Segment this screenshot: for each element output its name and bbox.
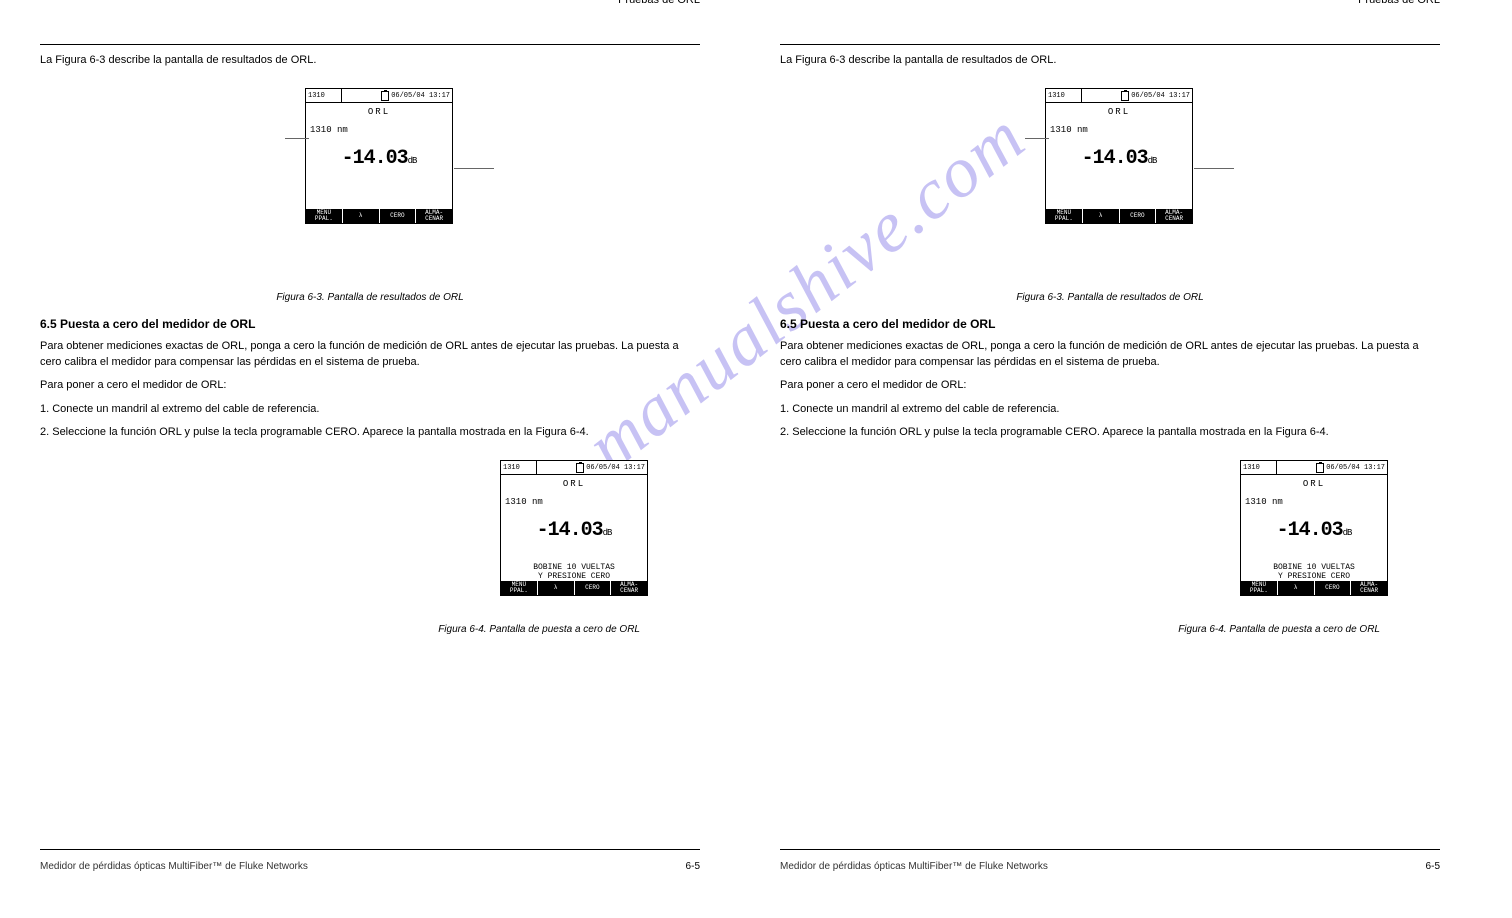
device-screen-orl: 1310 06/05/04 13:17 ORL 1310 nm -14.03dB… (1045, 88, 1193, 224)
status-bar: 06/05/04 13:17 (537, 461, 647, 474)
mode-indicator: 1310 (501, 461, 537, 474)
orl-reading: -14.03dB (306, 147, 452, 170)
battery-icon (576, 463, 584, 473)
fig2-label: Figura 6-4. Pantalla de puesta a cero de… (40, 624, 700, 635)
softkey-menu[interactable]: MENÚ PPAL. (501, 581, 538, 595)
device-screen-orl: 1310 06/05/04 13:17 ORL 1310 nm -14.03dB… (305, 88, 453, 224)
step-1: 1. Conecte un mandril al extremo del cab… (40, 402, 700, 417)
orl-reading: -14.03dB (1241, 519, 1387, 542)
softkey-bar: MENÚ PPAL. λ CERO ALMA- CENAR (1046, 209, 1192, 223)
datetime: 06/05/04 13:17 (586, 464, 645, 472)
section-2-title: 6.5 Puesta a cero del medidor de ORL (40, 317, 700, 331)
callout-line-reading (1194, 168, 1234, 169)
page-left: Pruebas de ORL La Figura 6-3 describe la… (40, 20, 700, 890)
header-right: Pruebas de ORL (780, 0, 1440, 6)
status-bar: 06/05/04 13:17 (342, 89, 452, 102)
wavelength: 1310 nm (1245, 497, 1387, 507)
header-rule (780, 44, 1440, 45)
device-screen-zero: 1310 06/05/04 13:17 ORL 1310 nm -14.03dB… (500, 460, 648, 596)
softkey-zero[interactable]: CERO (1120, 209, 1157, 223)
orl-reading: -14.03dB (1046, 147, 1192, 170)
footer-rule (780, 849, 1440, 850)
softkey-menu[interactable]: MENÚ PPAL. (306, 209, 343, 223)
mode-indicator: 1310 (1046, 89, 1082, 102)
wavelength: 1310 nm (505, 497, 647, 507)
softkey-lambda[interactable]: λ (343, 209, 380, 223)
orl-label: ORL (501, 479, 647, 489)
softkey-store[interactable]: ALMA- CENAR (416, 209, 452, 223)
callout-line-wave (285, 138, 309, 139)
softkey-menu[interactable]: MENÚ PPAL. (1046, 209, 1083, 223)
step-1: 1. Conecte un mandril al extremo del cab… (780, 402, 1440, 417)
fig1-label: Figura 6-3. Pantalla de resultados de OR… (780, 292, 1440, 303)
softkey-lambda[interactable]: λ (1278, 581, 1315, 595)
page-right: Pruebas de ORL La Figura 6-3 describe la… (780, 20, 1440, 890)
datetime: 06/05/04 13:17 (391, 92, 450, 100)
wavelength: 1310 nm (310, 125, 452, 135)
datetime: 06/05/04 13:17 (1131, 92, 1190, 100)
section-2-body2: Para poner a cero el medidor de ORL: (40, 378, 700, 393)
softkey-store[interactable]: ALMA- CENAR (1156, 209, 1192, 223)
orl-label: ORL (306, 107, 452, 117)
intro-text: La Figura 6-3 describe la pantalla de re… (780, 53, 1440, 68)
header-left: Pruebas de ORL (40, 0, 700, 6)
status-bar: 06/05/04 13:17 (1082, 89, 1192, 102)
softkey-lambda[interactable]: λ (1083, 209, 1120, 223)
softkey-bar: MENÚ PPAL. λ CERO ALMA- CENAR (501, 581, 647, 595)
fig1-label: Figura 6-3. Pantalla de resultados de OR… (40, 292, 700, 303)
step-2: 2. Seleccione la función ORL y pulse la … (40, 425, 700, 440)
footer-text: Medidor de pérdidas ópticas MultiFiber™ … (780, 861, 1048, 872)
footer-text: Medidor de pérdidas ópticas MultiFiber™ … (40, 861, 308, 872)
softkey-zero[interactable]: CERO (575, 581, 612, 595)
softkey-store[interactable]: ALMA- CENAR (1351, 581, 1387, 595)
mode-indicator: 1310 (1241, 461, 1277, 474)
softkey-zero[interactable]: CERO (380, 209, 417, 223)
datetime: 06/05/04 13:17 (1326, 464, 1385, 472)
header-rule (40, 44, 700, 45)
section-2-body1: Para obtener mediciones exactas de ORL, … (780, 339, 1440, 370)
page-number: 6-5 (686, 861, 700, 872)
softkey-bar: MENÚ PPAL. λ CERO ALMA- CENAR (306, 209, 452, 223)
wavelength: 1310 nm (1050, 125, 1192, 135)
battery-icon (1316, 463, 1324, 473)
section-2-body2: Para poner a cero el medidor de ORL: (780, 378, 1440, 393)
page-number: 6-5 (1426, 861, 1440, 872)
orl-label: ORL (1241, 479, 1387, 489)
softkey-store[interactable]: ALMA- CENAR (611, 581, 647, 595)
orl-reading: -14.03dB (501, 519, 647, 542)
footer-rule (40, 849, 700, 850)
battery-icon (1121, 91, 1129, 101)
intro-text: La Figura 6-3 describe la pantalla de re… (40, 53, 700, 68)
softkey-bar: MENÚ PPAL. λ CERO ALMA- CENAR (1241, 581, 1387, 595)
softkey-lambda[interactable]: λ (538, 581, 575, 595)
callout-line-wave (1025, 138, 1049, 139)
zero-instruction: BOBINE 10 VUELTAS Y PRESIONE CERO (1241, 564, 1387, 582)
zero-instruction: BOBINE 10 VUELTAS Y PRESIONE CERO (501, 564, 647, 582)
section-2-title: 6.5 Puesta a cero del medidor de ORL (780, 317, 1440, 331)
step-2: 2. Seleccione la función ORL y pulse la … (780, 425, 1440, 440)
softkey-menu[interactable]: MENÚ PPAL. (1241, 581, 1278, 595)
battery-icon (381, 91, 389, 101)
section-2-body1: Para obtener mediciones exactas de ORL, … (40, 339, 700, 370)
softkey-zero[interactable]: CERO (1315, 581, 1352, 595)
orl-label: ORL (1046, 107, 1192, 117)
status-bar: 06/05/04 13:17 (1277, 461, 1387, 474)
fig2-label: Figura 6-4. Pantalla de puesta a cero de… (780, 624, 1440, 635)
mode-indicator: 1310 (306, 89, 342, 102)
callout-line-reading (454, 168, 494, 169)
device-screen-zero: 1310 06/05/04 13:17 ORL 1310 nm -14.03dB… (1240, 460, 1388, 596)
